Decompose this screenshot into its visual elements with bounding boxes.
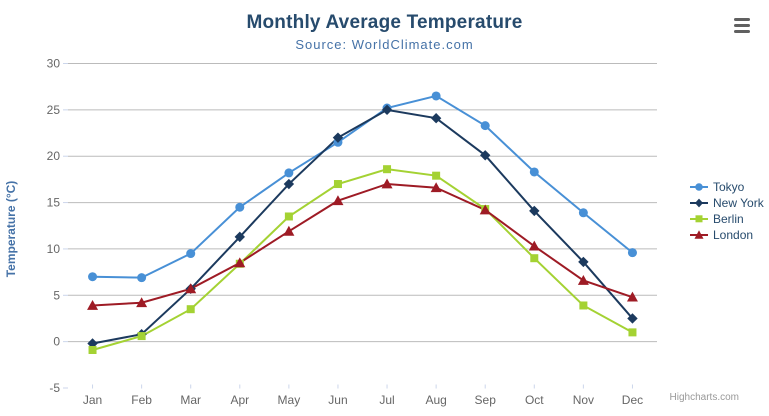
svg-text:25: 25: [47, 103, 61, 117]
svg-text:Apr: Apr: [230, 393, 249, 407]
svg-text:10: 10: [47, 242, 61, 256]
svg-text:Oct: Oct: [525, 393, 544, 407]
svg-text:Feb: Feb: [131, 393, 152, 407]
svg-text:Jan: Jan: [83, 393, 102, 407]
svg-text:-5: -5: [49, 381, 60, 395]
svg-text:Aug: Aug: [425, 393, 446, 407]
svg-text:Jun: Jun: [328, 393, 347, 407]
svg-text:Mar: Mar: [180, 393, 201, 407]
svg-text:20: 20: [47, 149, 61, 163]
svg-text:Dec: Dec: [622, 393, 643, 407]
svg-text:Sep: Sep: [475, 393, 497, 407]
svg-text:Nov: Nov: [573, 393, 594, 407]
svg-text:5: 5: [53, 288, 60, 302]
svg-text:Jul: Jul: [379, 393, 394, 407]
svg-text:May: May: [278, 393, 301, 407]
svg-text:30: 30: [47, 57, 61, 71]
svg-text:0: 0: [53, 335, 60, 349]
svg-text:15: 15: [47, 196, 61, 210]
